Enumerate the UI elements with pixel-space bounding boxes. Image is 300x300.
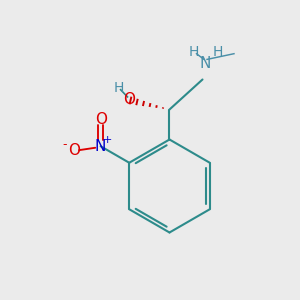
Text: O: O [123,92,135,106]
Text: H: H [212,45,223,59]
Text: N: N [200,56,211,70]
Text: H: H [113,81,124,95]
Text: H: H [188,45,199,59]
Text: O: O [95,112,107,127]
Text: -: - [62,138,67,151]
Text: +: + [103,135,112,145]
Text: N: N [95,139,106,154]
Text: O: O [68,143,80,158]
